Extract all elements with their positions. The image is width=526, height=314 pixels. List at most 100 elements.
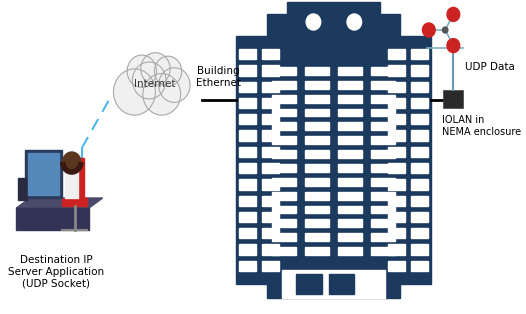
Bar bbox=[271, 136, 296, 144]
Bar bbox=[388, 49, 405, 59]
Text: Building
Ethernet: Building Ethernet bbox=[196, 66, 240, 88]
Bar bbox=[371, 219, 395, 227]
Bar bbox=[261, 98, 279, 108]
Circle shape bbox=[143, 73, 180, 115]
Bar bbox=[305, 136, 329, 144]
Bar bbox=[411, 82, 428, 92]
Bar bbox=[388, 65, 405, 76]
Bar bbox=[388, 130, 405, 141]
Bar bbox=[287, 2, 380, 42]
Bar bbox=[443, 90, 463, 108]
Bar bbox=[236, 36, 281, 284]
Bar bbox=[305, 95, 329, 103]
Bar bbox=[305, 219, 329, 227]
Bar bbox=[371, 81, 395, 89]
Bar bbox=[388, 179, 405, 190]
Bar bbox=[388, 244, 405, 255]
Bar bbox=[239, 244, 256, 255]
Polygon shape bbox=[25, 150, 62, 198]
Bar bbox=[267, 14, 400, 298]
Bar bbox=[338, 247, 362, 255]
Bar bbox=[271, 122, 296, 130]
Bar bbox=[261, 196, 279, 206]
Bar bbox=[78, 158, 84, 198]
Circle shape bbox=[442, 27, 448, 33]
Bar bbox=[271, 67, 296, 75]
Circle shape bbox=[447, 39, 460, 52]
Bar bbox=[261, 228, 279, 238]
Bar bbox=[239, 65, 256, 76]
Bar bbox=[338, 109, 362, 116]
Bar bbox=[261, 65, 279, 76]
Bar bbox=[338, 122, 362, 130]
Bar bbox=[371, 233, 395, 241]
Bar bbox=[411, 228, 428, 238]
Bar bbox=[411, 244, 428, 255]
Bar bbox=[65, 170, 78, 198]
Circle shape bbox=[306, 14, 321, 30]
Bar bbox=[239, 147, 256, 157]
Bar bbox=[371, 178, 395, 186]
Bar bbox=[338, 150, 362, 158]
Bar bbox=[261, 179, 279, 190]
Bar bbox=[271, 192, 296, 200]
Bar bbox=[305, 81, 329, 89]
Bar bbox=[388, 261, 405, 271]
Bar bbox=[371, 192, 395, 200]
Bar bbox=[338, 178, 362, 186]
Bar bbox=[411, 49, 428, 59]
Bar bbox=[305, 122, 329, 130]
Bar bbox=[411, 98, 428, 108]
Text: Internet: Internet bbox=[134, 79, 175, 89]
Bar bbox=[239, 228, 256, 238]
Bar bbox=[388, 196, 405, 206]
Bar bbox=[271, 164, 296, 172]
Bar bbox=[239, 261, 256, 271]
Bar bbox=[388, 228, 405, 238]
Bar bbox=[388, 114, 405, 124]
Bar bbox=[388, 82, 405, 92]
Bar bbox=[338, 67, 362, 75]
Bar bbox=[261, 82, 279, 92]
Bar bbox=[18, 178, 27, 200]
Bar bbox=[62, 198, 87, 206]
Bar bbox=[411, 179, 428, 190]
Bar bbox=[305, 178, 329, 186]
Bar bbox=[371, 206, 395, 214]
Bar bbox=[271, 233, 296, 241]
Bar bbox=[261, 130, 279, 141]
Bar bbox=[388, 98, 405, 108]
Bar bbox=[271, 206, 296, 214]
Circle shape bbox=[447, 8, 460, 21]
Bar bbox=[338, 164, 362, 172]
Bar bbox=[411, 130, 428, 141]
Bar bbox=[281, 270, 385, 298]
Bar bbox=[239, 98, 256, 108]
Text: UDP Data: UDP Data bbox=[465, 62, 515, 72]
Bar bbox=[261, 49, 279, 59]
Bar bbox=[261, 244, 279, 255]
Text: Destination IP
Server Application
(UDP Socket): Destination IP Server Application (UDP S… bbox=[8, 255, 104, 288]
Bar bbox=[411, 65, 428, 76]
Bar bbox=[239, 196, 256, 206]
Bar bbox=[271, 178, 296, 186]
Bar bbox=[271, 247, 296, 255]
Bar bbox=[239, 114, 256, 124]
Bar bbox=[338, 233, 362, 241]
Bar bbox=[388, 163, 405, 173]
Bar bbox=[271, 150, 296, 158]
Bar bbox=[329, 274, 355, 294]
Bar bbox=[371, 136, 395, 144]
Circle shape bbox=[155, 56, 181, 86]
Bar bbox=[338, 95, 362, 103]
Polygon shape bbox=[16, 198, 103, 208]
Bar bbox=[239, 130, 256, 141]
Bar bbox=[271, 81, 296, 89]
Bar bbox=[305, 206, 329, 214]
Bar bbox=[411, 147, 428, 157]
Bar bbox=[305, 67, 329, 75]
Bar bbox=[305, 109, 329, 116]
Bar bbox=[338, 219, 362, 227]
Circle shape bbox=[127, 55, 157, 87]
Bar bbox=[261, 212, 279, 222]
